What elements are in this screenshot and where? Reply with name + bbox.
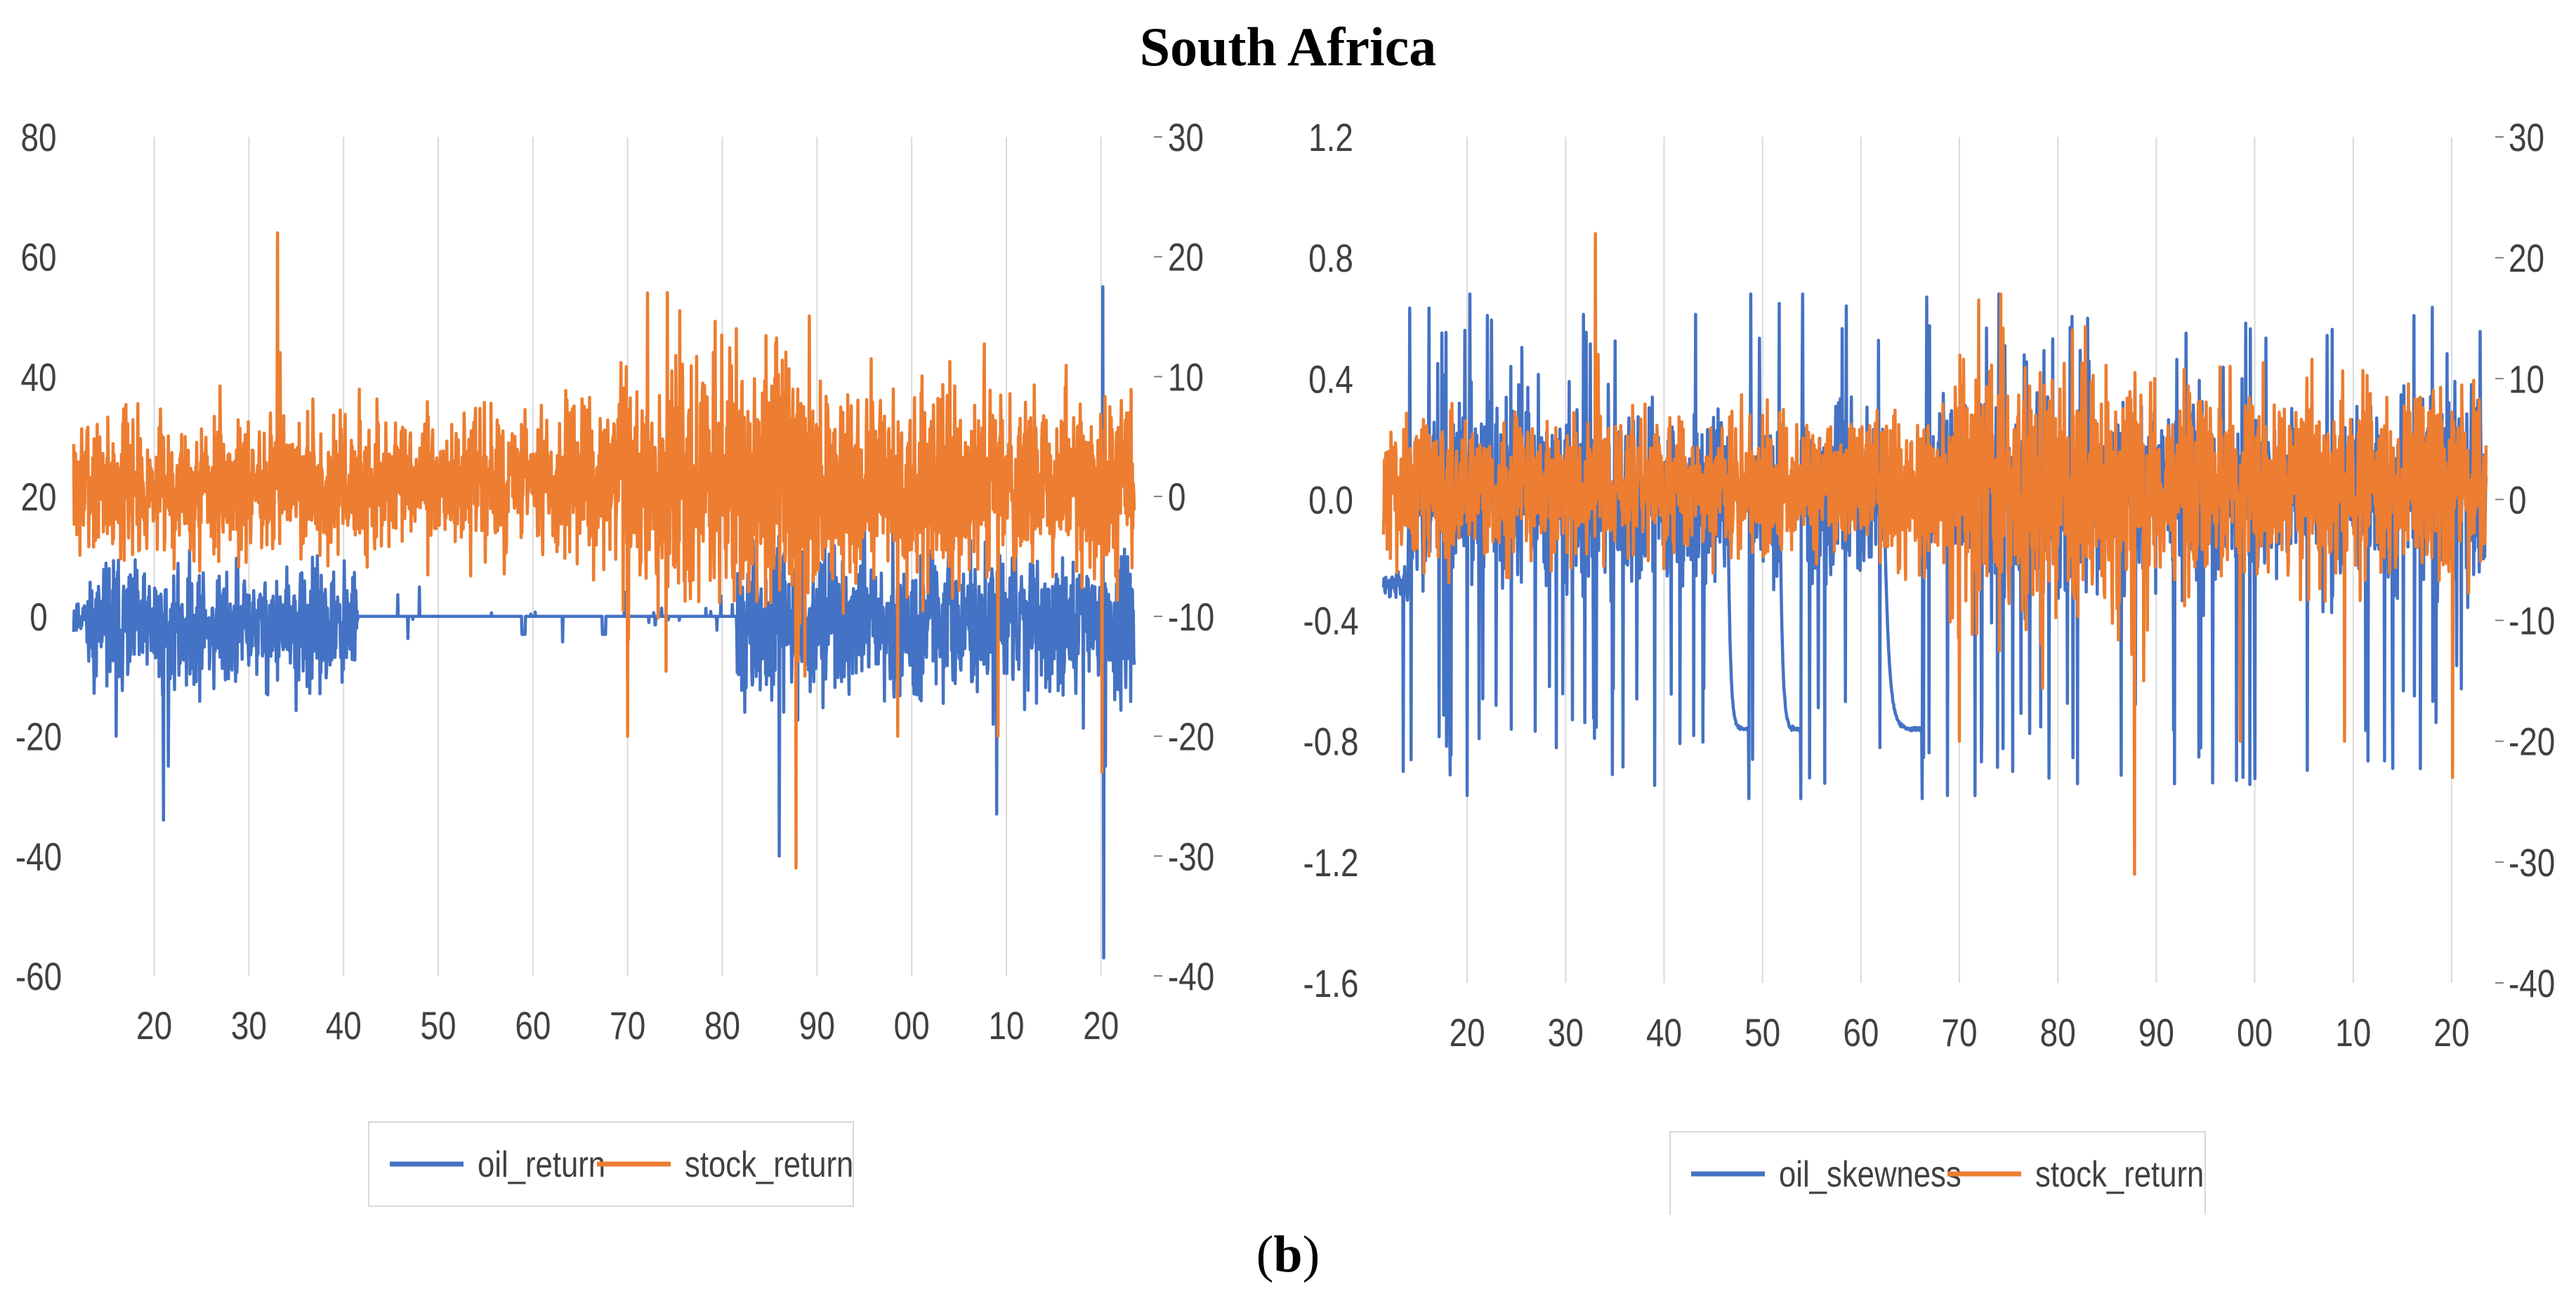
legend: oil_return stock_return bbox=[368, 1121, 854, 1207]
y-left-tick-label: 0.4 bbox=[1308, 357, 1353, 401]
legend-label-oil_skewness: oil_skewness bbox=[1779, 1155, 1961, 1195]
y-right-tick-label: 0 bbox=[2509, 478, 2527, 522]
x-tick-label: 90 bbox=[2138, 1011, 2174, 1055]
y-left-tick-label: -0.8 bbox=[1303, 720, 1358, 763]
chart-oil-return: 80 60 40 20 0 -20 -40 -60 30 20 10 0 -10 -20 -30 -40 20 3… bbox=[15, 116, 1214, 1207]
y-right-tick-label: -30 bbox=[2509, 841, 2555, 885]
legend-label-oil_return: oil_return bbox=[478, 1145, 605, 1185]
x-tick-label: 80 bbox=[704, 1004, 740, 1048]
x-tick-label: 10 bbox=[988, 1004, 1024, 1048]
y-right-tick-label: -20 bbox=[1168, 715, 1214, 758]
y-left-tick-label: 80 bbox=[20, 116, 56, 159]
y-left-tick-label: 20 bbox=[20, 475, 56, 519]
figure-title: South Africa bbox=[1139, 16, 1437, 77]
x-tick-label: 40 bbox=[326, 1004, 362, 1048]
x-tick-label: 60 bbox=[1843, 1011, 1879, 1055]
x-tick-label: 10 bbox=[2335, 1011, 2371, 1055]
y-right-tick-label: -10 bbox=[2509, 599, 2555, 642]
x-tick-label: 00 bbox=[894, 1004, 930, 1048]
y-right-tick-label: 20 bbox=[2509, 237, 2544, 280]
x-tick-label: 60 bbox=[515, 1004, 551, 1048]
y-right-tick-label: -10 bbox=[1168, 595, 1214, 639]
caption-open: ( bbox=[1256, 1226, 1274, 1283]
legend-label-stock_return: stock_return bbox=[2035, 1155, 2204, 1195]
x-tick-label: 90 bbox=[799, 1004, 835, 1048]
series-line-stock_return bbox=[72, 231, 1136, 870]
x-tick-label: 20 bbox=[1450, 1011, 1485, 1055]
series-line-oil_return bbox=[72, 285, 1136, 960]
y-right-tick-label: 10 bbox=[2509, 357, 2544, 401]
x-tick-label: 20 bbox=[136, 1004, 172, 1048]
y-left-tick-label: 0.8 bbox=[1308, 237, 1353, 280]
caption-close: ) bbox=[1302, 1226, 1320, 1283]
x-tick-label: 50 bbox=[421, 1004, 456, 1048]
y-left-tick-label: 40 bbox=[20, 355, 56, 399]
y-left-tick-label: 0.0 bbox=[1308, 478, 1353, 522]
y-right-tick-label: -30 bbox=[1168, 835, 1214, 878]
x-tick-label: 70 bbox=[610, 1004, 645, 1048]
figure-caption: (b) bbox=[0, 1225, 2576, 1285]
y-left-tick-label: -40 bbox=[15, 835, 62, 878]
series-line-stock_return bbox=[1381, 232, 2488, 876]
x-tick-label: 30 bbox=[231, 1004, 267, 1048]
chart-oil-skewness: 1.2 0.8 0.4 0.0 -0.4 -0.8 -1.2 -1.6 30 20 10 0 -10 -2… bbox=[1303, 116, 2555, 1215]
y-left-tick-label: -0.4 bbox=[1303, 599, 1358, 642]
y-left-tick-label: 60 bbox=[20, 235, 56, 279]
x-tick-label: 30 bbox=[1548, 1011, 1584, 1055]
y-right-tick-label: 30 bbox=[1168, 116, 1204, 159]
y-left-tick-label: -1.6 bbox=[1303, 962, 1358, 1005]
y-right-tick-label: -40 bbox=[2509, 962, 2555, 1005]
y-left-tick-label: 0 bbox=[29, 595, 48, 639]
y-right-tick-label: 0 bbox=[1168, 475, 1186, 519]
x-tick-label: 40 bbox=[1646, 1011, 1682, 1055]
x-tick-label: 70 bbox=[1942, 1011, 1978, 1055]
x-tick-label: 50 bbox=[1744, 1011, 1780, 1055]
y-left-tick-label: -20 bbox=[15, 715, 62, 758]
x-tick-label: 00 bbox=[2237, 1011, 2273, 1055]
y-right-tick-label: 10 bbox=[1168, 355, 1204, 399]
y-right-tick-label: -20 bbox=[2509, 720, 2555, 763]
y-right-tick-label: 20 bbox=[1168, 235, 1204, 279]
legend: oil_skewness stock_return bbox=[1669, 1131, 2206, 1215]
x-tick-label: 80 bbox=[2040, 1011, 2076, 1055]
y-left-tick-label: 1.2 bbox=[1308, 116, 1353, 159]
y-left-tick-label: -1.2 bbox=[1303, 841, 1358, 885]
y-left-tick-label: -60 bbox=[15, 955, 62, 998]
y-right-tick-label: 30 bbox=[2509, 116, 2544, 159]
caption-letter: b bbox=[1273, 1226, 1303, 1283]
x-tick-label: 20 bbox=[2433, 1011, 2469, 1055]
legend-label-stock_return: stock_return bbox=[685, 1145, 853, 1185]
y-right-tick-label: -40 bbox=[1168, 955, 1214, 998]
x-tick-label: 20 bbox=[1083, 1004, 1119, 1048]
